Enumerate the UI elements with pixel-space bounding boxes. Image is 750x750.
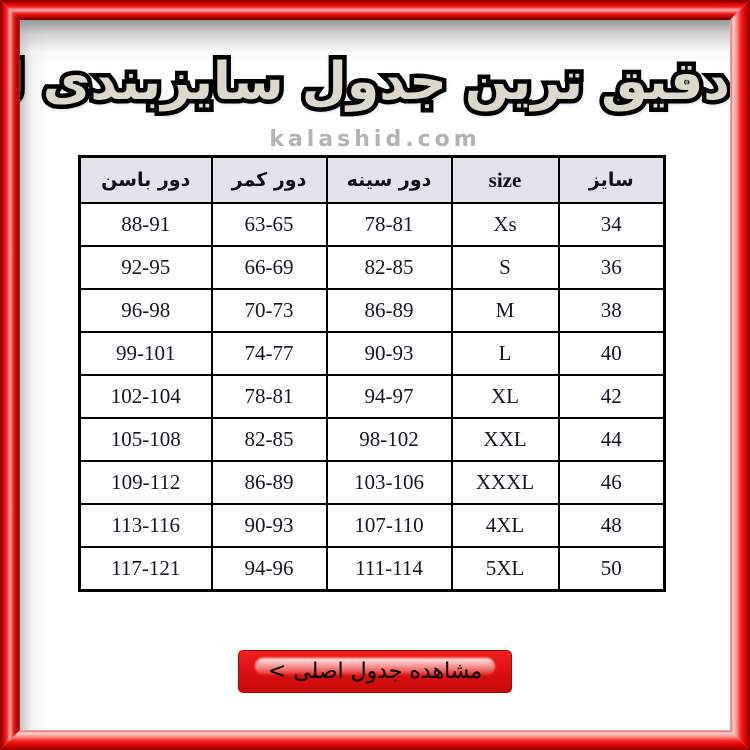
cell-chest: 94-97: [325, 374, 453, 419]
view-original-table-button[interactable]: مشاهده جدول اصلی >: [238, 650, 512, 693]
frame-border-left: [0, 0, 20, 750]
view-original-table-label: مشاهده جدول اصلی >: [267, 659, 483, 684]
table-row: 42 XL 94-97 78-81 102-104: [78, 374, 666, 419]
cell-chest: 90-93: [325, 331, 453, 376]
cell-waist: 86-89: [210, 460, 328, 505]
cell-chest: 98-102: [325, 417, 453, 462]
table-row: 44 XXL 98-102 82-85 105-108: [78, 417, 666, 462]
table-row: 50 5XL 111-114 94-96 117-121: [78, 546, 666, 592]
cell-waist: 63-65: [210, 202, 328, 247]
frame-border-top: [0, 0, 750, 20]
frame-border-bottom: [0, 730, 750, 750]
cell-hip: 105-108: [78, 417, 213, 462]
cell-size-letter: 5XL: [450, 546, 560, 592]
header-chest: دور سینه: [325, 155, 453, 204]
cell-waist: 82-85: [210, 417, 328, 462]
watermark-text: kalashid.com: [269, 127, 481, 152]
cell-size-letter: S: [450, 245, 560, 290]
cell-size-number: 34: [557, 202, 666, 247]
table-row: 38 M 86-89 70-73 96-98: [78, 288, 666, 333]
cell-size-number: 36: [557, 245, 666, 290]
cell-waist: 90-93: [210, 503, 328, 548]
cell-hip: 102-104: [78, 374, 213, 419]
frame-border-right: [730, 0, 750, 750]
cell-chest: 78-81: [325, 202, 453, 247]
cell-size-letter: M: [450, 288, 560, 333]
cell-chest: 107-110: [325, 503, 453, 548]
header-size-fa: سایز: [557, 155, 666, 204]
cell-size-letter: L: [450, 331, 560, 376]
cell-hip: 117-121: [78, 546, 213, 592]
page-title: دقیق ترین جدول سایزبندی لباس دقیق ترین ج…: [0, 46, 735, 124]
cell-size-number: 46: [557, 460, 666, 505]
cell-size-letter: Xs: [450, 202, 560, 247]
cell-size-number: 42: [557, 374, 666, 419]
table-header-row: سایز size دور سینه دور کمر دور باسن: [78, 155, 666, 204]
page-title-outline: دقیق ترین جدول سایزبندی لباس: [0, 48, 735, 117]
cell-waist: 78-81: [210, 374, 328, 419]
cell-waist: 70-73: [210, 288, 328, 333]
table-row: 34 Xs 78-81 63-65 88-91: [78, 202, 666, 247]
size-table: سایز size دور سینه دور کمر دور باسن 34 X…: [78, 155, 666, 592]
cell-hip: 99-101: [78, 331, 213, 376]
cell-chest: 82-85: [325, 245, 453, 290]
cell-size-number: 38: [557, 288, 666, 333]
cell-size-number: 44: [557, 417, 666, 462]
table-row: 40 L 90-93 74-77 99-101: [78, 331, 666, 376]
cell-hip: 96-98: [78, 288, 213, 333]
cell-chest: 111-114: [325, 546, 453, 592]
cell-hip: 109-112: [78, 460, 213, 505]
table-row: 48 4XL 107-110 90-93 113-116: [78, 503, 666, 548]
cell-chest: 103-106: [325, 460, 453, 505]
cell-waist: 94-96: [210, 546, 328, 592]
cell-size-number: 48: [557, 503, 666, 548]
cell-size-letter: XL: [450, 374, 560, 419]
cell-hip: 113-116: [78, 503, 213, 548]
page-title-fill: دقیق ترین جدول سایزبندی لباس: [0, 52, 730, 112]
cell-size-letter: 4XL: [450, 503, 560, 548]
cell-chest: 86-89: [325, 288, 453, 333]
header-size-en: size: [450, 155, 560, 204]
cell-size-letter: XXXL: [450, 460, 560, 505]
cell-size-letter: XXL: [450, 417, 560, 462]
table-row: 46 XXXL 103-106 86-89 109-112: [78, 460, 666, 505]
cell-size-number: 40: [557, 331, 666, 376]
cell-hip: 92-95: [78, 245, 213, 290]
cell-waist: 74-77: [210, 331, 328, 376]
header-hip: دور باسن: [78, 155, 213, 204]
content-area: دقیق ترین جدول سایزبندی لباس دقیق ترین ج…: [0, 20, 735, 730]
cell-size-number: 50: [557, 546, 666, 592]
cell-waist: 66-69: [210, 245, 328, 290]
header-waist: دور کمر: [210, 155, 328, 204]
cell-hip: 88-91: [78, 202, 213, 247]
table-row: 36 S 82-85 66-69 92-95: [78, 245, 666, 290]
